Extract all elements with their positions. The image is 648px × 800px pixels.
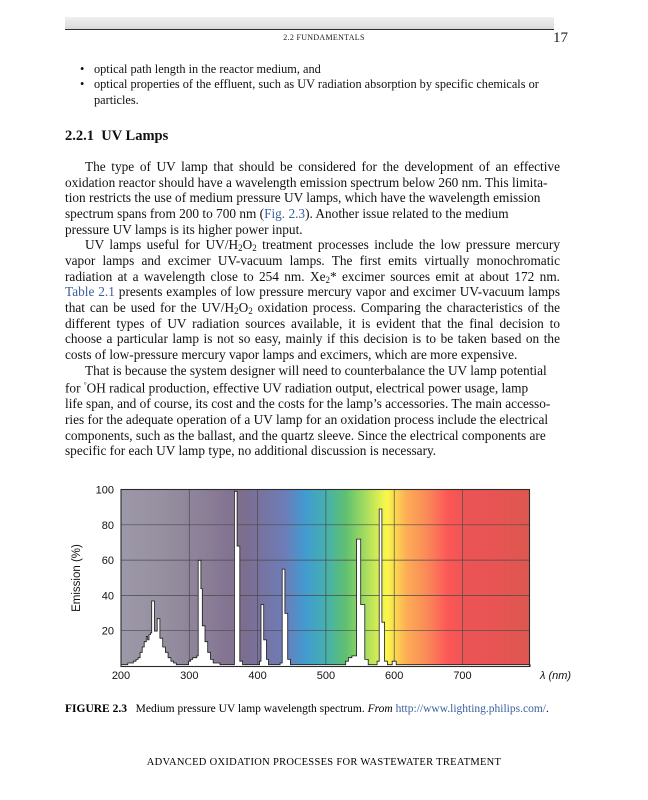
svg-text:40: 40 (102, 590, 114, 602)
svg-text:60: 60 (102, 555, 114, 567)
svg-text:Emission (%): Emission (%) (71, 544, 83, 612)
svg-text:80: 80 (102, 520, 114, 532)
svg-text:200: 200 (112, 670, 130, 682)
svg-text:600: 600 (385, 670, 403, 682)
svg-text:500: 500 (317, 670, 335, 682)
svg-text:100: 100 (96, 485, 114, 497)
svg-text:λ (nm): λ (nm) (539, 670, 571, 682)
svg-text:20: 20 (102, 626, 114, 638)
svg-text:400: 400 (248, 670, 266, 682)
svg-text:300: 300 (180, 670, 198, 682)
svg-text:700: 700 (453, 670, 471, 682)
